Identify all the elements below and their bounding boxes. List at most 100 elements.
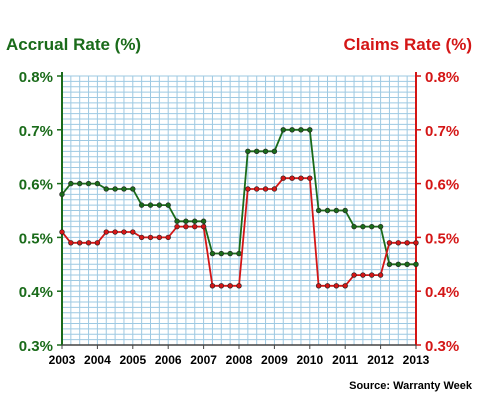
- right-tick-label: 0.7%: [425, 123, 459, 140]
- claims-point: [209, 283, 216, 289]
- accrual-point: [183, 218, 189, 224]
- accrual-point: [68, 180, 74, 187]
- claims-point: [413, 240, 419, 246]
- left-tick-label: 0.7%: [19, 123, 53, 140]
- accrual-point: [262, 148, 269, 155]
- claims-point: [377, 272, 384, 278]
- accrual-point: [271, 148, 278, 155]
- x-tick-label: 2005: [119, 353, 146, 367]
- claims-point: [68, 240, 74, 246]
- accrual-point: [192, 218, 198, 224]
- accrual-point: [200, 218, 207, 224]
- x-tick-label: 2011: [332, 353, 358, 367]
- accrual-point: [404, 261, 410, 267]
- left-tick-label: 0.6%: [19, 177, 53, 194]
- x-tick-label: 2012: [367, 353, 394, 367]
- accrual-point: [386, 261, 393, 267]
- claims-point: [200, 223, 207, 230]
- x-tick-label: 2009: [261, 353, 288, 367]
- claims-point: [351, 272, 357, 278]
- claims-point: [271, 186, 278, 192]
- claims-point: [315, 283, 322, 289]
- source-note: Source: Warranty Week: [349, 380, 472, 392]
- right-axis-title: Claims Rate (%): [343, 35, 472, 54]
- accrual-point: [156, 202, 163, 208]
- claims-point: [192, 223, 198, 230]
- accrual-point: [103, 186, 109, 192]
- x-tick-label: 2013: [403, 353, 430, 367]
- accrual-point: [218, 250, 225, 257]
- claims-point: [324, 283, 331, 289]
- accrual-point: [413, 261, 419, 267]
- x-tick-label: 2008: [226, 353, 253, 367]
- right-tick-label: 0.3%: [425, 338, 459, 355]
- claims-point: [333, 283, 340, 289]
- claims-point: [262, 186, 269, 192]
- accrual-point: [165, 202, 171, 208]
- accrual-point: [76, 180, 83, 187]
- accrual-point: [174, 218, 180, 224]
- accrual-point: [112, 186, 118, 192]
- left-tick-label: 0.8%: [19, 69, 53, 86]
- accrual-point: [324, 207, 331, 214]
- claims-point: [103, 229, 109, 235]
- right-tick-label: 0.5%: [425, 230, 459, 247]
- claims-point: [165, 234, 171, 241]
- claims-point: [174, 223, 180, 230]
- left-axis-title: Accrual Rate (%): [6, 35, 142, 54]
- claims-point: [147, 234, 154, 241]
- x-tick-label: 2006: [155, 353, 182, 367]
- accrual-point: [360, 223, 366, 230]
- accrual-point: [85, 180, 92, 187]
- accrual-point: [245, 148, 251, 155]
- left-tick-label: 0.3%: [19, 338, 53, 355]
- accrual-point: [307, 127, 313, 133]
- accrual-point: [254, 148, 260, 155]
- left-tick-label: 0.4%: [19, 284, 53, 301]
- accrual-point: [147, 202, 154, 208]
- accrual-point: [94, 180, 101, 187]
- accrual-point: [315, 207, 322, 214]
- claims-point: [112, 229, 118, 235]
- claims-point: [298, 175, 304, 181]
- accrual-point: [236, 250, 242, 257]
- claims-point: [254, 186, 260, 192]
- accrual-point: [59, 191, 65, 198]
- right-tick-label: 0.6%: [425, 177, 459, 194]
- claims-point: [369, 272, 375, 278]
- right-tick-label: 0.4%: [425, 284, 459, 301]
- accrual-point: [351, 223, 357, 230]
- claims-point: [236, 283, 242, 289]
- right-tick-label: 0.8%: [425, 69, 459, 86]
- accrual-point: [395, 261, 401, 267]
- accrual-point: [377, 223, 384, 230]
- claims-point: [289, 175, 295, 181]
- claims-point: [386, 240, 393, 246]
- claims-point: [360, 272, 366, 278]
- accrual-point: [227, 250, 233, 257]
- accrual-point: [209, 250, 216, 257]
- x-tick-label: 2010: [296, 353, 323, 367]
- accrual-point: [333, 207, 340, 214]
- claims-point: [94, 240, 101, 246]
- claims-point: [280, 175, 286, 181]
- x-tick-label: 2007: [190, 353, 217, 367]
- claims-point: [76, 240, 83, 246]
- claims-point: [121, 229, 127, 235]
- accrual-point: [342, 207, 348, 214]
- x-tick-label: 2003: [49, 353, 76, 367]
- x-tick-label: 2004: [84, 353, 111, 367]
- claims-point: [342, 283, 348, 289]
- claims-point: [138, 234, 145, 241]
- claims-point: [183, 223, 189, 230]
- accrual-point: [280, 127, 286, 133]
- accrual-point: [138, 202, 145, 208]
- claims-point: [218, 283, 225, 289]
- claims-point: [59, 229, 65, 235]
- claims-point: [156, 234, 163, 241]
- claims-point: [130, 229, 136, 235]
- claims-point: [85, 240, 92, 246]
- claims-point: [245, 186, 251, 192]
